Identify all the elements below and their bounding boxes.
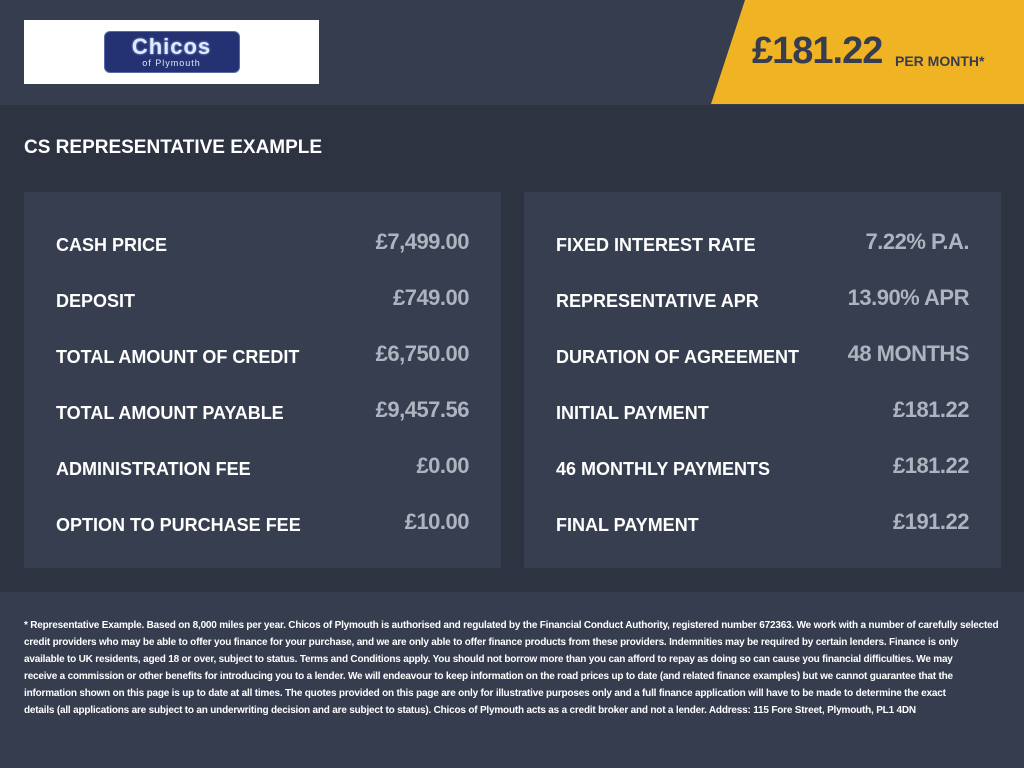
finance-label: DURATION OF AGREEMENT xyxy=(556,346,799,367)
finance-row: OPTION TO PURCHASE FEE £10.00 xyxy=(56,494,470,550)
finance-row: 46 MONTHLY PAYMENTS £181.22 xyxy=(556,438,970,494)
finance-row: DURATION OF AGREEMENT 48 MONTHS xyxy=(556,326,970,382)
finance-value: £191.22 xyxy=(892,509,970,534)
finance-value: £0.00 xyxy=(416,453,469,478)
disclaimer-line: information shown on this page is up to … xyxy=(24,688,946,699)
finance-label: INITIAL PAYMENT xyxy=(556,402,709,423)
per-month-label: PER MONTH* xyxy=(895,53,985,69)
finance-value: 13.90% APR xyxy=(847,285,970,310)
finance-value: £749.00 xyxy=(392,285,470,310)
logo-badge: Chicos of Plymouth xyxy=(103,31,240,73)
finance-row: FIXED INTEREST RATE 7.22% P.A. xyxy=(556,214,970,270)
dealer-logo: Chicos of Plymouth xyxy=(24,20,319,84)
finance-label: OPTION TO PURCHASE FEE xyxy=(56,514,301,535)
finance-row: ADMINISTRATION FEE £0.00 xyxy=(56,438,469,494)
logo-text: Chicos xyxy=(131,34,212,59)
finance-row: INITIAL PAYMENT £181.22 xyxy=(556,382,970,438)
finance-label: CASH PRICE xyxy=(56,234,168,255)
finance-value: 48 MONTHS xyxy=(847,341,970,366)
finance-value: £6,750.00 xyxy=(375,341,470,366)
finance-label: DEPOSIT xyxy=(56,290,136,311)
finance-card-left: CASH PRICE £7,499.00 DEPOSIT £749.00 TOTAL A… xyxy=(24,192,501,568)
disclaimer-line: available to UK residents, aged 18 or ov… xyxy=(24,654,953,665)
finance-label: TOTAL AMOUNT OF CREDIT xyxy=(56,346,300,367)
finance-value: £181.22 xyxy=(892,453,970,478)
logo-subtext: of Plymouth xyxy=(142,58,201,68)
finance-value: £9,457.56 xyxy=(375,397,470,422)
disclaimer: * Representative Example. Based on 8,000… xyxy=(0,592,1024,768)
finance-card-right: FIXED INTEREST RATE 7.22% P.A. REPRESENTAT… xyxy=(524,192,1001,568)
disclaimer-line: * Representative Example. Based on 8,000… xyxy=(24,620,999,631)
disclaimer-line: receive a commission or other benefits f… xyxy=(24,671,953,682)
finance-label: REPRESENTATIVE APR xyxy=(556,290,759,311)
finance-value: £10.00 xyxy=(404,509,470,534)
finance-value: £7,499.00 xyxy=(375,229,470,254)
disclaimer-line: details (all applications are subject to… xyxy=(24,705,916,716)
monthly-price: £181.22 xyxy=(752,30,883,72)
finance-label: TOTAL AMOUNT PAYABLE xyxy=(56,402,284,423)
finance-label: 46 MONTHLY PAYMENTS xyxy=(556,458,771,479)
finance-label: ADMINISTRATION FEE xyxy=(56,458,251,479)
finance-label: FIXED INTEREST RATE xyxy=(556,234,756,255)
page-title: CS REPRESENTATIVE EXAMPLE xyxy=(24,137,323,158)
finance-row: FINAL PAYMENT £191.22 xyxy=(556,494,970,550)
disclaimer-line: credit providers who may be able to offe… xyxy=(24,637,959,648)
finance-row: TOTAL AMOUNT PAYABLE £9,457.56 xyxy=(56,382,470,438)
monthly-price-banner xyxy=(711,0,1024,104)
finance-row: TOTAL AMOUNT OF CREDIT £6,750.00 xyxy=(56,326,470,382)
finance-value: £181.22 xyxy=(892,397,970,422)
finance-label: FINAL PAYMENT xyxy=(556,514,699,535)
finance-row: CASH PRICE £7,499.00 xyxy=(56,214,470,270)
finance-row: DEPOSIT £749.00 xyxy=(56,270,470,326)
finance-value: 7.22% P.A. xyxy=(865,229,970,254)
finance-row: REPRESENTATIVE APR 13.90% APR xyxy=(556,270,970,326)
